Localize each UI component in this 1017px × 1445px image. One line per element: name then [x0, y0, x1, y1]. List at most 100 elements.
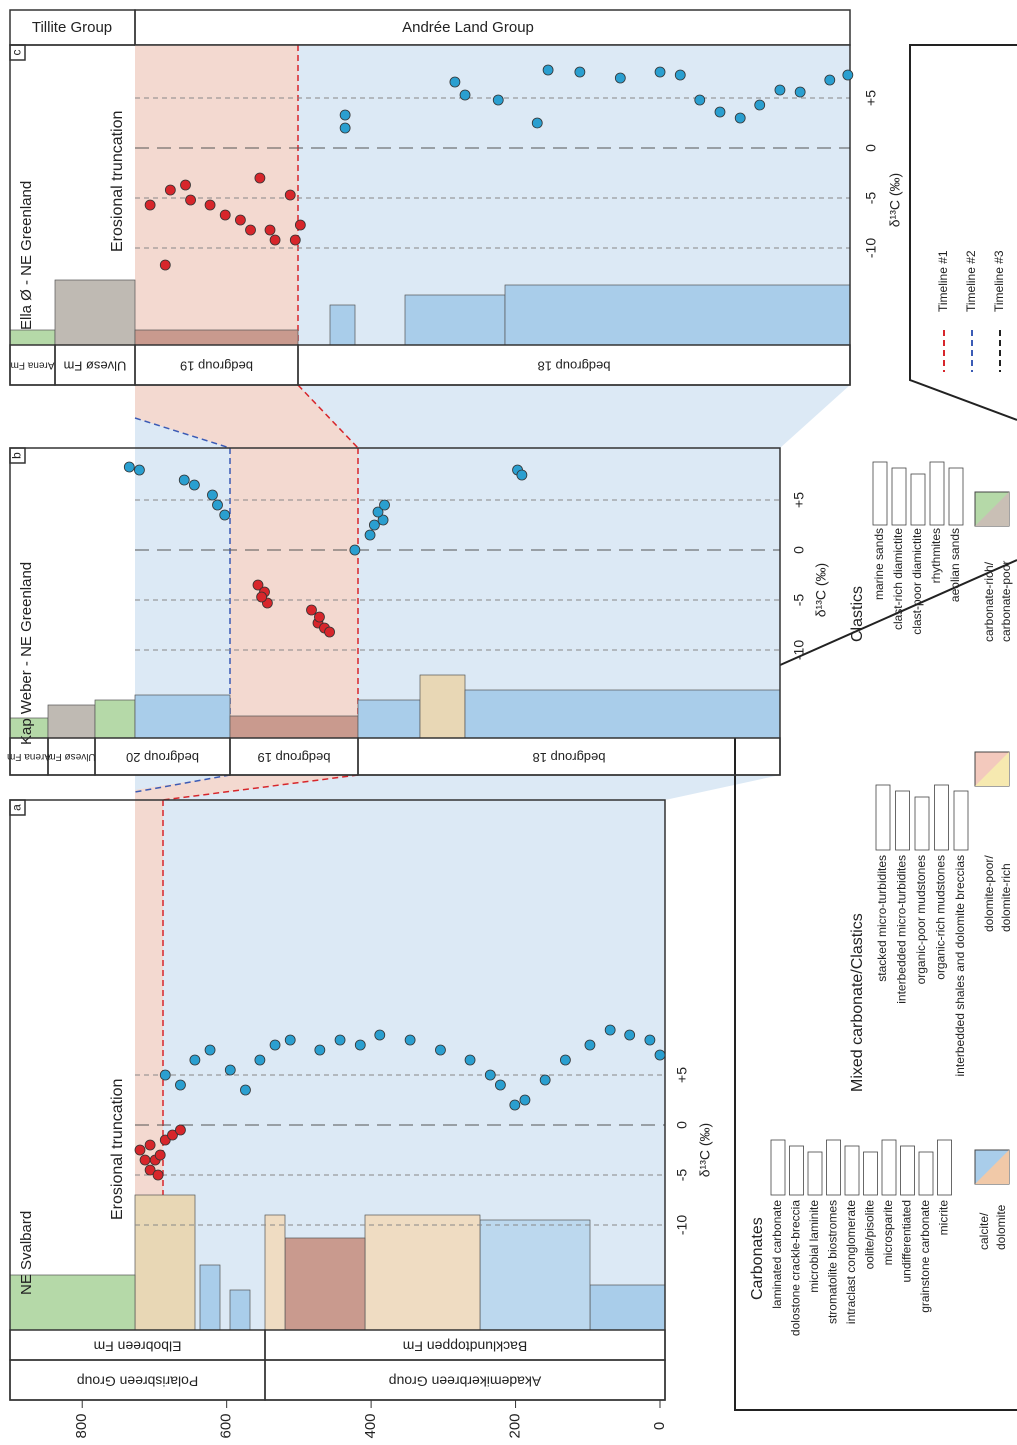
data-point — [186, 195, 196, 205]
legend-heading: Carbonates — [749, 1217, 766, 1300]
lithology — [55, 280, 135, 345]
data-point — [615, 73, 625, 83]
data-point — [695, 95, 705, 105]
data-point — [265, 225, 275, 235]
data-point — [625, 1030, 635, 1040]
lithology — [135, 330, 298, 345]
legend-item: organic-poor mudstones — [914, 855, 928, 984]
data-point — [270, 1040, 280, 1050]
lithology — [365, 1215, 480, 1330]
x-axis-label: δ¹³C (‰) — [813, 563, 829, 617]
data-point — [145, 200, 155, 210]
unit-label: bedgroup 19 — [180, 359, 253, 374]
legend-heading: Clastics — [849, 586, 866, 642]
x-tick-label: +5 — [791, 492, 807, 508]
unit-label: bedgroup 20 — [126, 750, 199, 765]
lithology — [200, 1265, 220, 1330]
data-point — [735, 113, 745, 123]
data-point — [675, 70, 685, 80]
legend-item: calcite/ — [977, 1212, 991, 1250]
data-point — [285, 1035, 295, 1045]
data-point — [335, 1035, 345, 1045]
data-point — [153, 1170, 163, 1180]
data-point — [207, 490, 217, 500]
legend-item: stacked micro-turbidites — [875, 855, 889, 982]
lithology — [48, 705, 95, 738]
data-point — [306, 605, 316, 615]
legend-swatch — [771, 1140, 785, 1195]
data-point — [255, 1055, 265, 1065]
legend-swatch — [892, 468, 906, 525]
data-point — [655, 1050, 665, 1060]
data-point — [510, 1100, 520, 1110]
unit-label: Arena Fm — [7, 751, 51, 762]
legend-swatch — [827, 1140, 841, 1195]
y-tick-label: 400 — [362, 1413, 379, 1438]
y-tick-label: 0 — [651, 1422, 668, 1430]
legend-item: carbonate-poor — [999, 561, 1013, 642]
header: Tillite Group — [32, 19, 112, 36]
lithology — [420, 675, 465, 738]
data-point — [134, 465, 144, 475]
legend-item: undifferentiated — [900, 1200, 914, 1283]
legend-item: dolostone crackle-breccia — [789, 1200, 803, 1336]
data-point — [340, 123, 350, 133]
data-point — [825, 75, 835, 85]
data-point — [240, 1085, 250, 1095]
data-point — [290, 235, 300, 245]
data-point — [181, 180, 191, 190]
x-axis-label: δ¹³C (‰) — [697, 1123, 713, 1177]
data-point — [465, 1055, 475, 1065]
data-point — [520, 1095, 530, 1105]
data-point — [135, 1145, 145, 1155]
legend-swatch — [938, 1140, 952, 1195]
legend-swatch — [935, 785, 949, 850]
data-point — [255, 173, 265, 183]
data-point — [560, 1055, 570, 1065]
lithology — [135, 695, 230, 738]
header: Andrée Land Group — [402, 19, 534, 36]
unit-label: Arena Fm — [11, 359, 55, 370]
lithology — [330, 305, 355, 345]
lithology — [465, 690, 780, 738]
data-point — [205, 1045, 215, 1055]
panel-title: Ella Ø - NE Greenland — [18, 181, 35, 330]
unit-label: bedgroup 18 — [532, 750, 605, 765]
x-tick-label: -5 — [674, 1169, 690, 1182]
data-point — [795, 87, 805, 97]
annotation: Erosional truncation — [109, 111, 126, 252]
lithology — [265, 1215, 285, 1330]
legend-item: stromatolite biostromes — [826, 1200, 840, 1324]
legend-item: carbonate-rich/ — [982, 561, 996, 642]
legend-item: grainstone carbonate — [918, 1200, 932, 1313]
x-tick-label: -10 — [863, 238, 879, 258]
data-point — [145, 1140, 155, 1150]
legend-item: marine sands — [872, 528, 886, 600]
data-point — [543, 65, 553, 75]
lithology — [590, 1285, 665, 1330]
data-point — [124, 462, 134, 472]
legend-swatch — [808, 1152, 822, 1195]
data-point — [295, 220, 305, 230]
panel-title: NE Svalbard — [18, 1211, 35, 1295]
unit-label: bedgroup 18 — [537, 359, 610, 374]
legend-swatch — [911, 474, 925, 525]
unit-label: bedgroup 19 — [257, 750, 330, 765]
legend-item: organic-rich mudstones — [934, 855, 948, 980]
legend-swatch — [901, 1146, 915, 1195]
interval-band — [230, 448, 358, 738]
legend-swatch — [882, 1140, 896, 1195]
legend-item: laminated carbonate — [770, 1200, 784, 1309]
data-point — [270, 235, 280, 245]
data-point — [340, 110, 350, 120]
data-point — [655, 67, 665, 77]
legend-swatch — [790, 1146, 804, 1195]
data-point — [325, 627, 335, 637]
lithology — [230, 716, 358, 738]
data-point — [605, 1025, 615, 1035]
data-point — [175, 1125, 185, 1135]
y-tick-label: 600 — [218, 1413, 235, 1438]
data-point — [314, 612, 324, 622]
data-point — [375, 1030, 385, 1040]
data-point — [179, 475, 189, 485]
